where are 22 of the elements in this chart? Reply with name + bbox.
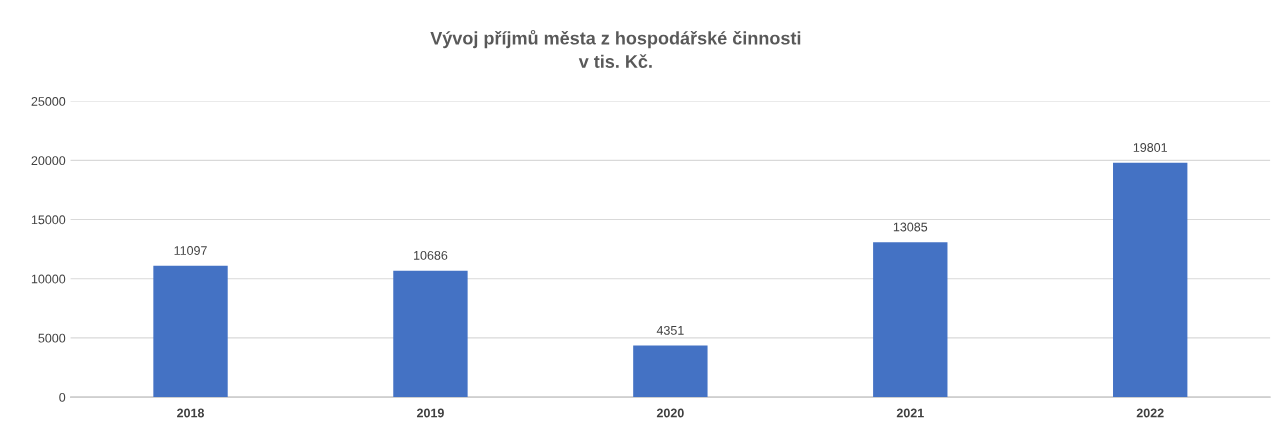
x-tick-label: 2019 xyxy=(416,408,444,418)
y-tick-label: 15000 xyxy=(31,215,66,225)
y-tick-label: 5000 xyxy=(38,333,66,343)
bar xyxy=(873,242,948,398)
y-tick-label: 20000 xyxy=(31,156,66,166)
x-tick-label: 2022 xyxy=(1136,408,1164,418)
y-tick-label: 10000 xyxy=(31,274,66,284)
bar xyxy=(393,270,468,398)
data-label: 4351 xyxy=(656,325,684,335)
bar xyxy=(633,345,708,398)
data-label: 10686 xyxy=(414,250,448,260)
chart-title: Vývoj příjmů města z hospodářské činnosti v tis. Kč. xyxy=(430,29,801,68)
bar xyxy=(153,265,228,398)
data-label: 19801 xyxy=(1133,143,1167,152)
bar xyxy=(1113,162,1188,398)
data-label: 13085 xyxy=(893,222,928,232)
data-label: 11097 xyxy=(174,246,207,255)
y-tick-label: 25000 xyxy=(31,97,66,106)
x-tick-label: 2018 xyxy=(177,408,205,418)
x-tick-label: 2020 xyxy=(656,408,684,418)
y-tick-label: 0 xyxy=(59,392,66,402)
x-tick-label: 2021 xyxy=(896,408,924,418)
